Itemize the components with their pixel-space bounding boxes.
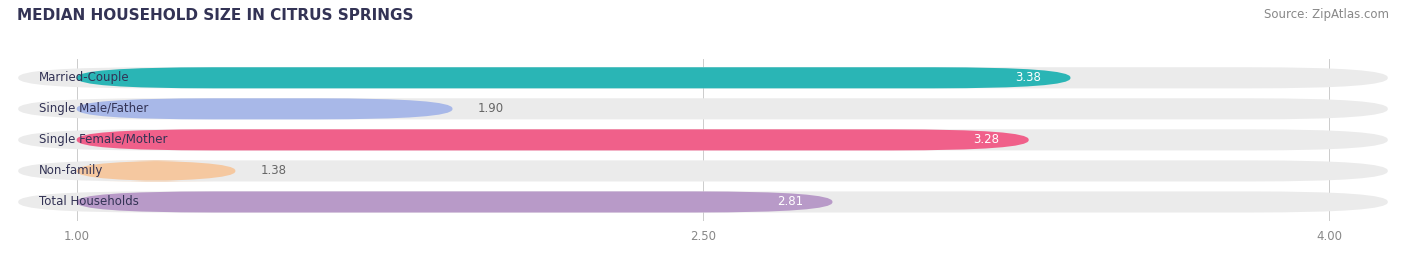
Text: Single Male/Father: Single Male/Father <box>39 102 149 115</box>
Text: 2.81: 2.81 <box>778 196 803 208</box>
FancyBboxPatch shape <box>77 129 1029 150</box>
Text: MEDIAN HOUSEHOLD SIZE IN CITRUS SPRINGS: MEDIAN HOUSEHOLD SIZE IN CITRUS SPRINGS <box>17 8 413 23</box>
FancyBboxPatch shape <box>77 98 453 119</box>
FancyBboxPatch shape <box>77 192 832 213</box>
Text: Non-family: Non-family <box>39 164 104 178</box>
Text: 3.38: 3.38 <box>1015 71 1042 84</box>
Text: Single Female/Mother: Single Female/Mother <box>39 133 167 146</box>
FancyBboxPatch shape <box>18 192 1388 213</box>
FancyBboxPatch shape <box>77 67 1070 88</box>
FancyBboxPatch shape <box>18 129 1388 150</box>
Text: Total Households: Total Households <box>39 196 139 208</box>
FancyBboxPatch shape <box>18 67 1388 88</box>
FancyBboxPatch shape <box>77 160 235 182</box>
Text: 1.90: 1.90 <box>478 102 503 115</box>
Text: Married-Couple: Married-Couple <box>39 71 129 84</box>
Text: Source: ZipAtlas.com: Source: ZipAtlas.com <box>1264 8 1389 21</box>
FancyBboxPatch shape <box>18 98 1388 119</box>
FancyBboxPatch shape <box>18 160 1388 182</box>
Text: 3.28: 3.28 <box>973 133 1000 146</box>
Text: 1.38: 1.38 <box>260 164 287 178</box>
